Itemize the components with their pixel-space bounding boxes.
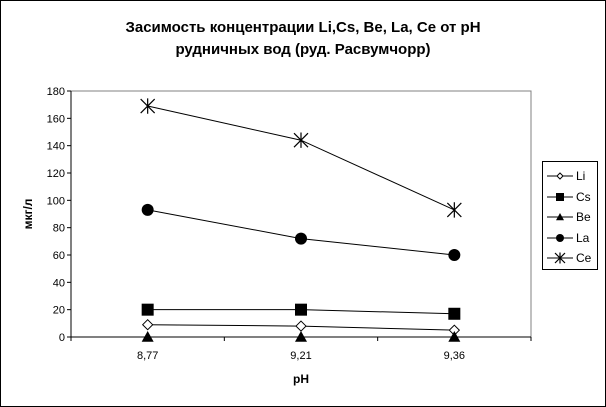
- legend-swatch-li: [547, 172, 573, 180]
- legend-item-la: La: [543, 228, 597, 248]
- legend-label: Be: [576, 210, 591, 224]
- y-tick-label: 20: [53, 305, 65, 317]
- data-point-li: [141, 318, 154, 331]
- series-line-ce: [147, 105, 455, 211]
- legend-label: Ce: [576, 251, 592, 265]
- series-li: [141, 318, 461, 336]
- x-tick-label: 9,36: [444, 350, 465, 362]
- x-tick-label: 8,77: [137, 350, 158, 362]
- legend-swatch-cs: [547, 192, 573, 201]
- data-point-cs: [141, 303, 154, 316]
- chart-title-line1: Засимость концентрации Li,Cs, Be, La, Ce…: [125, 19, 481, 36]
- legend-label: Li: [576, 169, 586, 183]
- y-tick-label: 80: [53, 223, 65, 235]
- data-point-be: [141, 331, 154, 342]
- legend-marker: [556, 233, 564, 242]
- x-tick-label: 9,21: [290, 350, 311, 362]
- chart-title-line2: рудничных вод (руд. Расвумчорр): [175, 41, 431, 58]
- data-point-la: [295, 232, 307, 245]
- y-tick-label: 140: [47, 141, 65, 153]
- legend-label: Cs: [576, 189, 591, 204]
- series-be: [141, 331, 461, 342]
- data-point-cs: [295, 303, 307, 316]
- series-ce: [140, 98, 462, 218]
- data-point-ce: [446, 202, 462, 218]
- legend-marker: [556, 172, 564, 180]
- data-point-cs: [448, 307, 461, 320]
- data-point-ce: [293, 132, 309, 148]
- legend-item-li: Li: [543, 166, 597, 186]
- y-axis-label: мкг/л: [21, 199, 35, 230]
- y-tick-label: 40: [53, 277, 65, 289]
- legend-swatch-ce: [547, 252, 573, 264]
- y-tick-label: 160: [47, 113, 65, 125]
- legend-item-be: Be: [543, 207, 597, 227]
- legend-swatch-la: [547, 233, 573, 242]
- y-tick-label: 60: [53, 250, 65, 262]
- series-line-la: [147, 209, 455, 256]
- legend: Li Cs Be La Ce: [542, 161, 598, 270]
- data-point-be: [448, 331, 461, 342]
- y-tick-label: 180: [47, 86, 65, 98]
- legend-item-cs: Cs: [543, 187, 597, 207]
- y-tick-label: 0: [59, 332, 65, 344]
- data-point-la: [141, 203, 154, 216]
- legend-swatch-be: [547, 213, 573, 221]
- y-tick-label: 100: [47, 195, 65, 207]
- legend-marker: [554, 252, 566, 264]
- plot-area: [70, 90, 532, 338]
- legend-marker: [556, 213, 564, 221]
- legend-item-ce: Ce: [543, 248, 597, 268]
- y-tick-label: 120: [47, 168, 65, 180]
- data-point-li: [295, 320, 307, 332]
- data-point-be: [295, 331, 307, 342]
- data-point-ce: [140, 98, 156, 114]
- series-cs: [141, 303, 461, 320]
- x-axis-label: pH: [293, 372, 309, 386]
- legend-marker: [556, 192, 564, 201]
- legend-label: La: [576, 230, 590, 245]
- series-la: [141, 203, 461, 261]
- data-point-la: [448, 249, 461, 261]
